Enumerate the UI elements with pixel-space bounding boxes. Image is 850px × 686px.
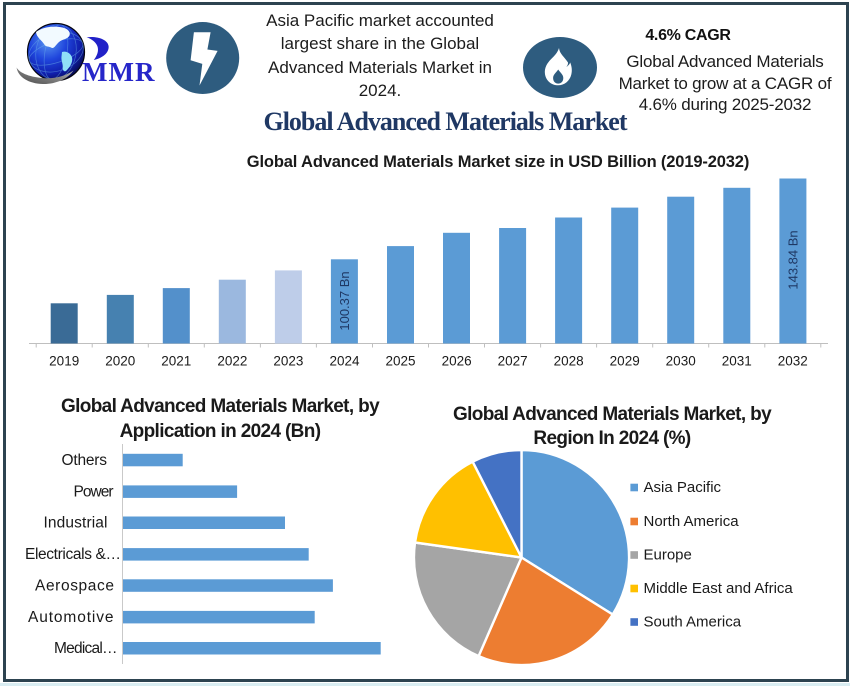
svg-text:2027: 2027 xyxy=(498,354,528,369)
svg-text:2031: 2031 xyxy=(722,354,752,369)
svg-text:Electricals &…: Electricals &… xyxy=(25,546,121,563)
svg-text:100.37 Bn: 100.37 Bn xyxy=(337,271,352,330)
svg-text:2030: 2030 xyxy=(666,354,696,369)
svg-text:143.84 Bn: 143.84 Bn xyxy=(786,230,801,289)
svg-text:Medical…: Medical… xyxy=(54,640,118,657)
svg-text:Asia Pacific: Asia Pacific xyxy=(644,479,722,496)
svg-text:2028: 2028 xyxy=(554,354,584,369)
svg-text:North America: North America xyxy=(644,513,740,530)
svg-text:2029: 2029 xyxy=(610,354,640,369)
svg-text:2026: 2026 xyxy=(442,354,472,369)
svg-text:Europe: Europe xyxy=(644,547,692,564)
svg-text:2021: 2021 xyxy=(161,354,191,369)
svg-text:2023: 2023 xyxy=(273,354,303,369)
svg-text:Middle East and Africa: Middle East and Africa xyxy=(644,580,794,597)
svg-text:Others: Others xyxy=(62,452,108,469)
svg-text:Aerospace: Aerospace xyxy=(35,577,114,594)
svg-text:2020: 2020 xyxy=(105,354,135,369)
svg-text:Power: Power xyxy=(74,484,114,501)
svg-text:Automotive: Automotive xyxy=(28,609,114,626)
svg-text:2022: 2022 xyxy=(217,354,247,369)
svg-text:2025: 2025 xyxy=(385,354,415,369)
svg-text:2032: 2032 xyxy=(778,354,808,369)
svg-text:2024: 2024 xyxy=(329,354,360,369)
svg-text:2019: 2019 xyxy=(49,354,79,369)
svg-text:South America: South America xyxy=(644,614,742,631)
svg-text:Industrial: Industrial xyxy=(44,515,108,532)
